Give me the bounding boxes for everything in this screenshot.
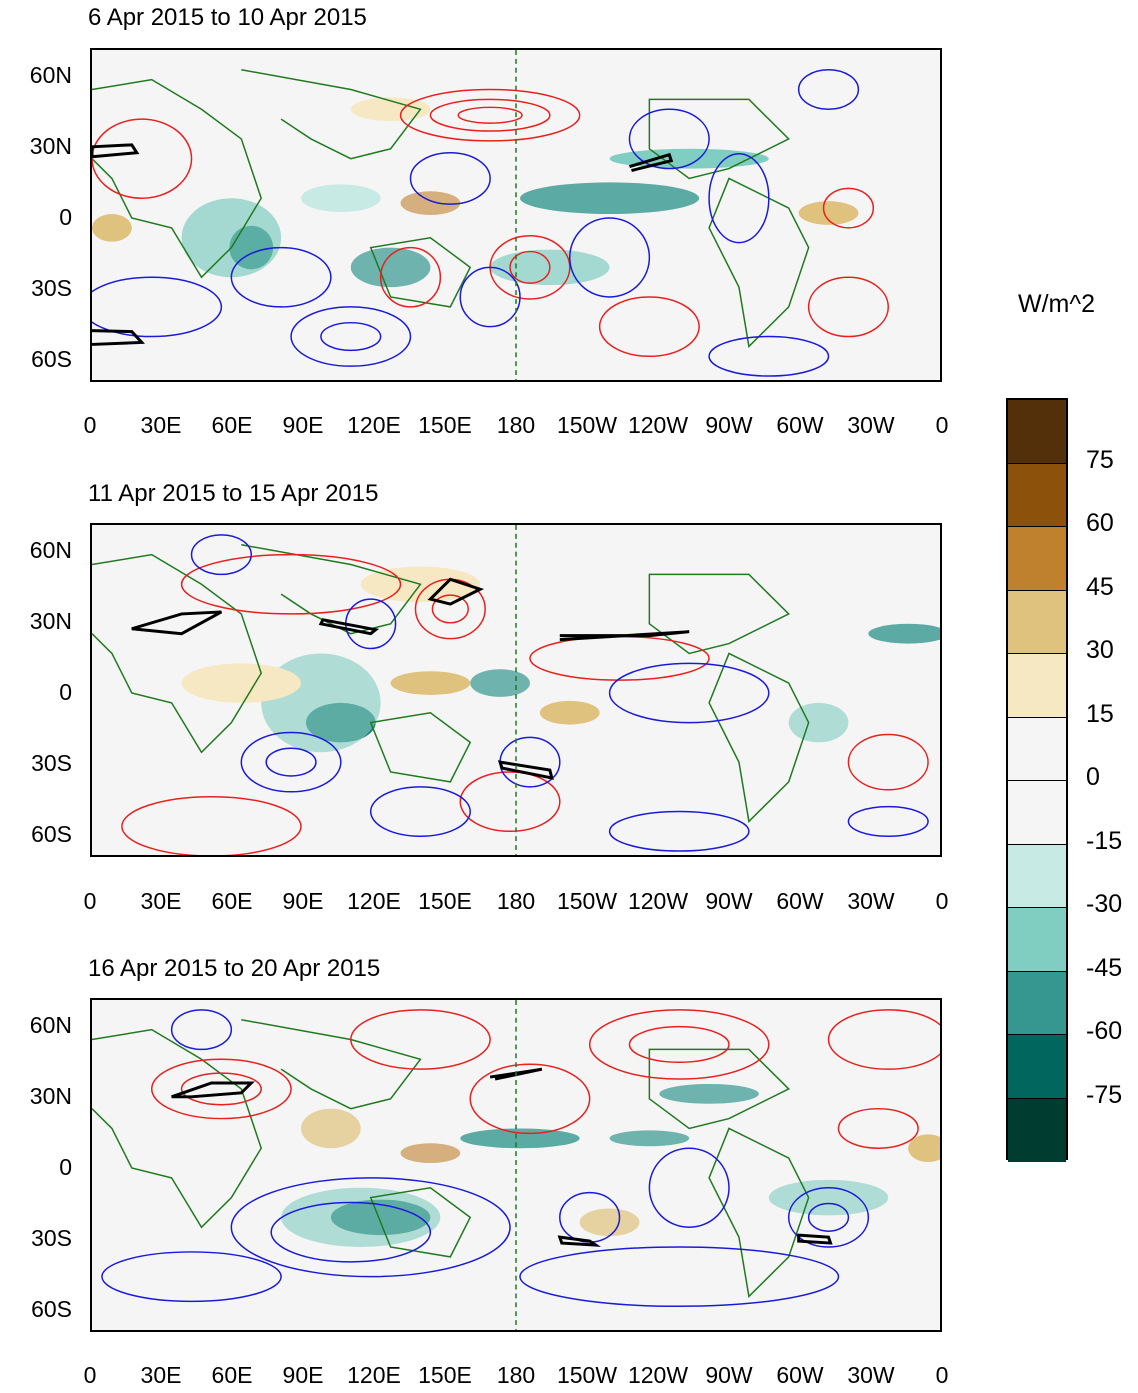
colorbar-segment — [1008, 654, 1066, 718]
lon-label: 90W — [705, 412, 753, 438]
map-panel-2 — [90, 523, 942, 857]
colorbar-label: 60 — [1086, 509, 1114, 537]
lon-label: 60E — [211, 1362, 253, 1388]
lat-label: 30S — [31, 275, 72, 301]
colorbar-segment — [1008, 1098, 1066, 1162]
lat-label: 60S — [31, 821, 72, 847]
lat-label: 30S — [31, 1225, 72, 1251]
lon-label: 180 — [496, 412, 536, 438]
lon-label: 0 — [83, 888, 97, 914]
colorbar-segment — [1008, 527, 1066, 591]
lon-label: 120E — [347, 412, 401, 438]
panel-3-title: 16 Apr 2015 to 20 Apr 2015 — [88, 955, 381, 982]
colorbar-segment — [1008, 1035, 1066, 1099]
lon-label: 150W — [556, 1362, 618, 1388]
lon-label: 120E — [347, 1362, 401, 1388]
lon-label: 0 — [83, 412, 97, 438]
colorbar-label: 75 — [1086, 445, 1114, 474]
lat-label: 30N — [29, 133, 72, 159]
lon-label: 60W — [776, 412, 824, 438]
lon-label: 30E — [140, 888, 182, 914]
colorbar-label: 30 — [1086, 636, 1114, 664]
lat-label: 0 — [59, 204, 72, 230]
lon-label: 180 — [496, 888, 536, 914]
colorbar-segment — [1008, 971, 1066, 1035]
lon-label: 120W — [627, 1362, 689, 1388]
colorbar-label: 0 — [1086, 763, 1100, 791]
colorbar-segment — [1008, 590, 1066, 654]
lon-label: 0 — [935, 1362, 949, 1388]
lon-label: 90E — [282, 888, 324, 914]
colorbar-label: -75 — [1086, 1080, 1123, 1109]
lat-label: 30N — [29, 1083, 72, 1109]
lon-label: 150W — [556, 888, 618, 914]
lat-label: 60N — [29, 62, 72, 88]
lat-label: 0 — [59, 679, 72, 705]
lon-label: 120W — [627, 412, 689, 438]
colorbar-segment — [1008, 844, 1066, 908]
lat-label: 0 — [59, 1154, 72, 1180]
lon-label: 0 — [935, 412, 949, 438]
lon-label: 120W — [627, 888, 689, 914]
lon-label: 60E — [211, 412, 253, 438]
colorbar-label: -60 — [1086, 1017, 1123, 1045]
colorbar-segment — [1008, 717, 1066, 781]
lon-label: 60W — [776, 1362, 824, 1388]
lon-label: 30W — [847, 1362, 895, 1388]
colorbar-label: 15 — [1086, 699, 1114, 728]
colorbar-label: -30 — [1086, 890, 1123, 918]
lon-label: 180 — [496, 1362, 536, 1388]
lon-label: 120E — [347, 888, 401, 914]
lon-label: 30E — [140, 1362, 182, 1388]
lon-label: 150E — [418, 412, 472, 438]
lon-label: 150W — [556, 412, 618, 438]
lon-label: 60W — [776, 888, 824, 914]
lon-label: 30W — [847, 412, 895, 438]
colorbar-segment — [1008, 400, 1066, 464]
colorbar-segment — [1008, 781, 1066, 845]
panel-2-title: 11 Apr 2015 to 15 Apr 2015 — [88, 480, 379, 507]
lat-label: 60S — [31, 346, 72, 372]
lon-label: 90W — [705, 888, 753, 914]
colorbar — [1006, 398, 1068, 1162]
colorbar-label: 45 — [1086, 572, 1114, 601]
lon-label: 90E — [282, 412, 324, 438]
map-panel-1 — [90, 48, 942, 382]
lon-label: 0 — [83, 1362, 97, 1388]
lon-label: 90W — [705, 1362, 753, 1388]
lat-label: 60N — [29, 537, 72, 563]
lat-label: 30N — [29, 608, 72, 634]
colorbar-label: -45 — [1086, 953, 1123, 982]
lat-label: 60N — [29, 1012, 72, 1038]
lon-label: 30W — [847, 888, 895, 914]
colorbar-segment — [1008, 908, 1066, 972]
lon-label: 0 — [935, 888, 949, 914]
map-panel-3 — [90, 998, 942, 1332]
lon-label: 150E — [418, 888, 472, 914]
colorbar-label: -15 — [1086, 826, 1123, 855]
lon-label: 90E — [282, 1362, 324, 1388]
lat-label: 30S — [31, 750, 72, 776]
colorbar-segment — [1008, 463, 1066, 527]
lon-label: 150E — [418, 1362, 472, 1388]
panel-1-title: 6 Apr 2015 to 10 Apr 2015 — [88, 4, 367, 31]
lon-label: 30E — [140, 412, 182, 438]
colorbar-units: W/m^2 — [1018, 290, 1096, 318]
lat-label: 60S — [31, 1296, 72, 1322]
lon-label: 60E — [211, 888, 253, 914]
